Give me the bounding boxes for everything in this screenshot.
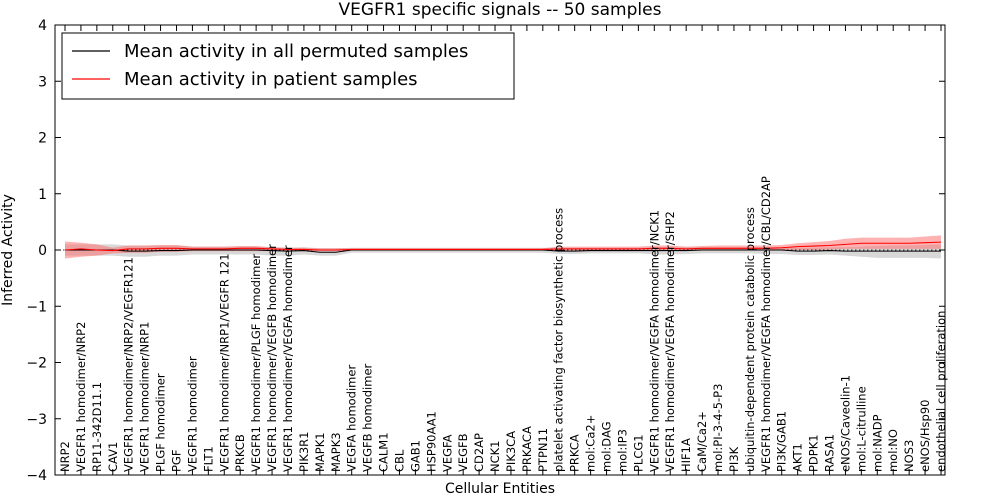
x-tick-label: VEGFR1 homodimer/VEGFA homodimer xyxy=(281,245,295,472)
x-tick-label: NRP2 xyxy=(58,441,72,472)
x-tick-label: AKT1 xyxy=(791,443,805,472)
x-tick-label: VEGFR1 homodimer/NRP1/VEGFR 121 xyxy=(217,253,231,472)
x-tick-label: PLCG1 xyxy=(631,434,645,472)
x-tick-label: VEGFA xyxy=(440,434,454,472)
chart-title: VEGFR1 specific signals -- 50 samples xyxy=(339,0,662,20)
x-tick-label: VEGFR1 homodimer/VEGFA homodimer/CBL/CD2… xyxy=(759,176,773,472)
x-tick-label: VEGFR1 homodimer/NRP2 xyxy=(74,322,88,472)
x-tick-label: GAB1 xyxy=(408,440,422,472)
x-tick-label: RASA1 xyxy=(823,434,837,472)
x-tick-label: VEGFR1 homodimer/PLGF homodimer xyxy=(249,254,263,472)
plot-frame xyxy=(54,24,946,476)
x-tick-label: ubiquitin-dependent protein catabolic pr… xyxy=(743,207,757,472)
y-tick-label: 1 xyxy=(38,187,47,203)
x-tick-label: VEGFR1 homodimer/VEGFB homodimer xyxy=(265,244,279,472)
x-axis-tick-labels: NRP2 VEGFR1 homodimer/NRP2 RP11-342D11.1 CA… xyxy=(58,176,948,472)
series-line-permuted xyxy=(65,249,941,253)
confidence-bands xyxy=(65,235,941,259)
x-tick-label: VEGFB homodimer xyxy=(361,363,375,472)
legend: Mean activity in all permuted samples Me… xyxy=(61,32,515,100)
y-tick-label: 4 xyxy=(38,18,47,34)
x-axis-label: Cellular Entities xyxy=(445,481,555,497)
x-tick-label: VEGFB xyxy=(456,433,470,472)
x-tick-label: PDPK1 xyxy=(807,434,821,472)
y-tick-label: 2 xyxy=(38,131,47,147)
y-tick-label: −3 xyxy=(26,412,47,428)
y-tick-label: 0 xyxy=(38,243,47,259)
x-tick-label: NOS3 xyxy=(902,440,916,472)
x-tick-label: PRKACA xyxy=(520,426,534,472)
x-tick-label: mol:PI-3-4-5-P3 xyxy=(711,384,725,472)
x-tick-label: VEGFR1 homodimer/VEGFA homodimer/NCK1 xyxy=(647,210,661,472)
x-tick-label: RP11-342D11.1 xyxy=(90,382,104,472)
x-tick-label: CD2AP xyxy=(472,433,486,472)
x-tick-label: mol:NADP xyxy=(870,414,884,472)
x-tick-label: VEGFR1 homodimer/VEGFA homodimer/SHP2 xyxy=(663,211,677,472)
x-tick-label: HSP90AA1 xyxy=(424,411,438,472)
x-tick-label: PRKCB xyxy=(233,434,247,472)
x-tick-label: PRKCA xyxy=(568,434,582,472)
x-tick-label: PIK3CA xyxy=(504,431,518,472)
y-tick-label: −2 xyxy=(26,356,47,372)
x-tick-label: PLGF homodimer xyxy=(154,373,168,472)
x-tick-label: HIF1A xyxy=(679,438,693,472)
y-axis-label: Inferred Activity xyxy=(0,194,16,306)
x-tick-label: platelet activating factor biosynthetic … xyxy=(552,208,566,472)
legend-label-patient: Mean activity in patient samples xyxy=(124,69,418,90)
x-tick-label: VEGFA homodimer xyxy=(345,365,359,472)
x-tick-label: mol:DAG xyxy=(600,421,614,472)
x-tick-label: PI3K/GAB1 xyxy=(775,411,789,472)
x-tick-label: CaM/Ca2+ xyxy=(695,411,709,472)
y-axis-ticks: 4 3 2 1 0 −1 −2 −3 −4 xyxy=(26,18,945,484)
y-tick-label: −1 xyxy=(26,299,47,315)
x-tick-label: eNOS/Hsp90 xyxy=(918,400,932,472)
x-tick-label: PI3K xyxy=(727,446,741,472)
x-tick-label: VEGFR1 homodimer/NRP1 xyxy=(138,322,152,472)
x-tick-label: CALM1 xyxy=(377,432,391,472)
legend-label-permuted: Mean activity in all permuted samples xyxy=(124,41,468,62)
x-tick-label: CAV1 xyxy=(106,442,120,472)
x-tick-label: mol:L-citrulline xyxy=(854,386,868,472)
x-tick-label: NCK1 xyxy=(488,441,502,473)
x-tick-label: PTPN11 xyxy=(536,428,550,472)
x-axis-ticks xyxy=(64,25,942,475)
x-tick-label: PGF xyxy=(169,450,183,472)
x-tick-label: endothelial cell proliferation xyxy=(934,311,948,472)
x-tick-label: mol:Ca2+ xyxy=(584,415,598,472)
y-tick-label: −4 xyxy=(26,468,47,484)
x-tick-label: FLT1 xyxy=(201,446,215,472)
x-tick-label: CBL xyxy=(392,449,406,472)
series-lines xyxy=(64,241,942,253)
x-tick-label: MAPK3 xyxy=(329,432,343,472)
x-tick-label: VEGFR1 homodimer/NRP2/VEGFR121 xyxy=(122,257,136,472)
y-tick-label: 3 xyxy=(38,74,47,90)
x-tick-label: PIK3R1 xyxy=(297,432,311,473)
x-tick-label: eNOS/Caveolin-1 xyxy=(838,375,852,472)
series-line-patient xyxy=(64,241,942,252)
band-patient xyxy=(65,235,941,259)
legend-box xyxy=(61,32,515,100)
x-tick-label: mol:NO xyxy=(886,429,900,472)
x-tick-label: mol:IP3 xyxy=(615,429,629,472)
x-tick-label: VEGFR1 homodimer xyxy=(185,356,199,472)
x-tick-label: MAPK1 xyxy=(313,432,327,472)
